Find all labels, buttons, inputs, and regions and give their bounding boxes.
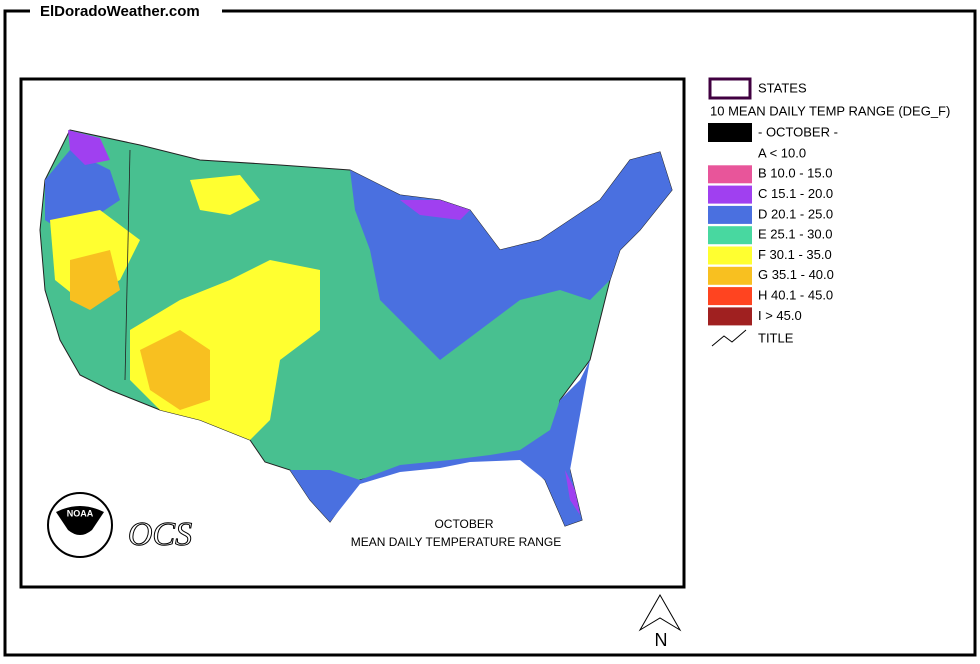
legend-states: STATES [758, 80, 807, 95]
region-c [68, 130, 110, 165]
region-f-mt [190, 175, 260, 215]
class-label: I > 45.0 [758, 308, 802, 323]
class-label: B 10.0 - 15.0 [758, 166, 832, 181]
states-swatch [708, 77, 752, 100]
class-label: G 35.1 - 40.0 [758, 267, 834, 282]
legend-month: - OCTOBER - [758, 124, 838, 139]
region-g [140, 330, 210, 410]
class-swatch [708, 226, 752, 245]
site-title: ElDoradoWeather.com [40, 3, 200, 20]
region-g-nv [70, 250, 120, 310]
north-label: N [655, 630, 668, 650]
class-swatch [708, 246, 752, 265]
class-swatch [708, 287, 752, 306]
class-label: E 25.1 - 30.0 [758, 227, 832, 242]
title-backing [30, 2, 222, 22]
region-c-fl [565, 470, 580, 515]
legend-heading: 10 MEAN DAILY TEMP RANGE (DEG_F) [710, 103, 950, 118]
class-label: F 30.1 - 35.0 [758, 247, 832, 262]
map-caption: MEAN DAILY TEMPERATURE RANGE [351, 535, 562, 549]
region-d-gulf [290, 360, 590, 526]
class-label: D 20.1 - 25.0 [758, 206, 833, 221]
class-label: C 15.1 - 20.0 [758, 186, 833, 201]
legend: STATES 10 MEAN DAILY TEMP RANGE (DEG_F) … [708, 77, 950, 347]
outer-frame [3, 9, 977, 657]
class-swatch [708, 307, 752, 326]
class-swatch [708, 266, 752, 285]
noaa-text: NOAA [67, 508, 94, 518]
north-arrow [638, 593, 682, 632]
noaa-bird [56, 506, 104, 535]
title-icon [711, 329, 747, 347]
class-label: H 40.1 - 45.0 [758, 288, 833, 303]
ocs-logo: OCS [128, 516, 192, 553]
legend-title: TITLE [758, 330, 794, 345]
region-d-west [45, 150, 120, 230]
region-c-east [400, 200, 470, 220]
state-lines [124, 149, 131, 381]
month-swatch [708, 123, 752, 142]
class-swatch [708, 205, 752, 224]
class-swatch [708, 185, 752, 204]
map-caption: OCTOBER [434, 517, 493, 531]
class-swatch [708, 165, 752, 184]
class-label: A < 10.0 [758, 145, 806, 160]
us-map [39, 129, 673, 527]
